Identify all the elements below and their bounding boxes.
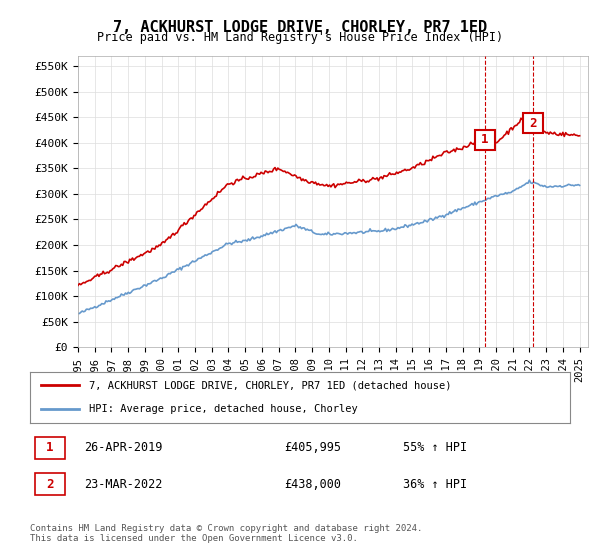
Text: Contains HM Land Registry data © Crown copyright and database right 2024.
This d: Contains HM Land Registry data © Crown c… xyxy=(30,524,422,543)
Text: 55% ↑ HPI: 55% ↑ HPI xyxy=(403,441,467,455)
Text: £438,000: £438,000 xyxy=(284,478,341,491)
Text: £405,995: £405,995 xyxy=(284,441,341,455)
Text: 26-APR-2019: 26-APR-2019 xyxy=(84,441,163,455)
Text: 23-MAR-2022: 23-MAR-2022 xyxy=(84,478,163,491)
Text: 1: 1 xyxy=(481,133,488,146)
Text: 2: 2 xyxy=(530,117,537,130)
FancyBboxPatch shape xyxy=(35,437,65,459)
Text: 7, ACKHURST LODGE DRIVE, CHORLEY, PR7 1ED (detached house): 7, ACKHURST LODGE DRIVE, CHORLEY, PR7 1E… xyxy=(89,380,452,390)
Text: 7, ACKHURST LODGE DRIVE, CHORLEY, PR7 1ED: 7, ACKHURST LODGE DRIVE, CHORLEY, PR7 1E… xyxy=(113,20,487,35)
FancyBboxPatch shape xyxy=(35,473,65,495)
Text: Price paid vs. HM Land Registry's House Price Index (HPI): Price paid vs. HM Land Registry's House … xyxy=(97,31,503,44)
Text: HPI: Average price, detached house, Chorley: HPI: Average price, detached house, Chor… xyxy=(89,404,358,414)
Text: 1: 1 xyxy=(46,441,54,455)
Text: 36% ↑ HPI: 36% ↑ HPI xyxy=(403,478,467,491)
Text: 2: 2 xyxy=(46,478,54,491)
